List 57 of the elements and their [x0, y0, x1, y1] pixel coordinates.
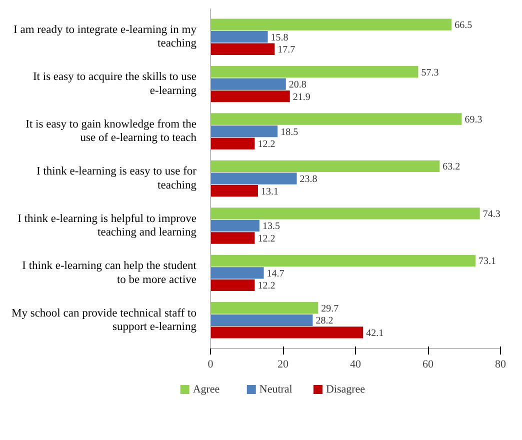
y-tick-label: It is easy to acquire the skills to use e-learning — [32, 71, 197, 97]
data-label: 73.1 — [478, 256, 496, 268]
data-label: 15.8 — [270, 32, 288, 44]
legend-label: Agree — [192, 384, 220, 396]
bar — [210, 208, 480, 220]
data-label: 63.2 — [442, 162, 460, 173]
data-label: 23.8 — [300, 174, 318, 185]
data-label: 12.2 — [258, 280, 276, 292]
y-tick-label: My school can provide technical staff to support e-learning — [11, 307, 197, 334]
bar — [210, 254, 476, 266]
data-label: 69.3 — [464, 114, 482, 126]
bar — [210, 66, 418, 78]
legend-label: Neutral — [259, 384, 292, 396]
bar — [210, 314, 313, 326]
x-tick-label: 80 — [495, 358, 506, 370]
x-tick-label: 40 — [350, 358, 362, 370]
x-tick-label: 60 — [422, 358, 434, 370]
bar — [210, 267, 264, 279]
legend-label: Disagree — [326, 384, 366, 396]
data-label: 66.5 — [454, 20, 472, 32]
data-label: 13.5 — [262, 221, 280, 232]
bar — [210, 78, 286, 90]
data-label: 12.2 — [258, 234, 276, 244]
data-label: 29.7 — [321, 303, 339, 314]
data-label: 42.1 — [366, 328, 384, 339]
data-label: 28.2 — [316, 316, 334, 327]
y-tick-label: I am ready to integrate e-learning in my teaching — [14, 24, 197, 50]
bar — [210, 302, 318, 314]
bar — [210, 279, 255, 292]
bar — [210, 326, 364, 338]
data-label: 13.1 — [260, 186, 278, 198]
bar — [210, 90, 290, 102]
data-label: 18.5 — [280, 126, 298, 138]
bar — [210, 31, 268, 43]
y-tick-label: It is easy to gain knowledge from the use of e-learning to teach — [26, 118, 197, 144]
data-label: 17.7 — [278, 44, 296, 56]
data-label: 12.2 — [258, 139, 276, 150]
x-tick-label: 0 — [208, 358, 214, 370]
y-tick-label: I think e-learning can help the student to be more active — [22, 260, 198, 286]
data-label: 74.3 — [482, 208, 500, 220]
bar — [210, 172, 297, 184]
bar — [210, 18, 452, 30]
bar — [210, 220, 260, 232]
bar — [210, 113, 462, 125]
bar — [210, 232, 255, 244]
y-tick-label: I think e-learning is easy to use for teaching — [36, 166, 197, 192]
bar — [210, 125, 278, 138]
data-label: 57.3 — [421, 67, 439, 78]
y-tick-label: I think e-learning is helpful to improve teaching and learning — [18, 212, 197, 239]
bar — [210, 160, 440, 172]
bar — [210, 43, 275, 55]
data-label: 20.8 — [288, 80, 306, 91]
x-tick-label: 20 — [278, 358, 289, 370]
data-label: 21.9 — [292, 92, 310, 103]
bar — [210, 138, 255, 150]
data-label: 14.7 — [266, 268, 284, 280]
bar — [210, 184, 258, 197]
